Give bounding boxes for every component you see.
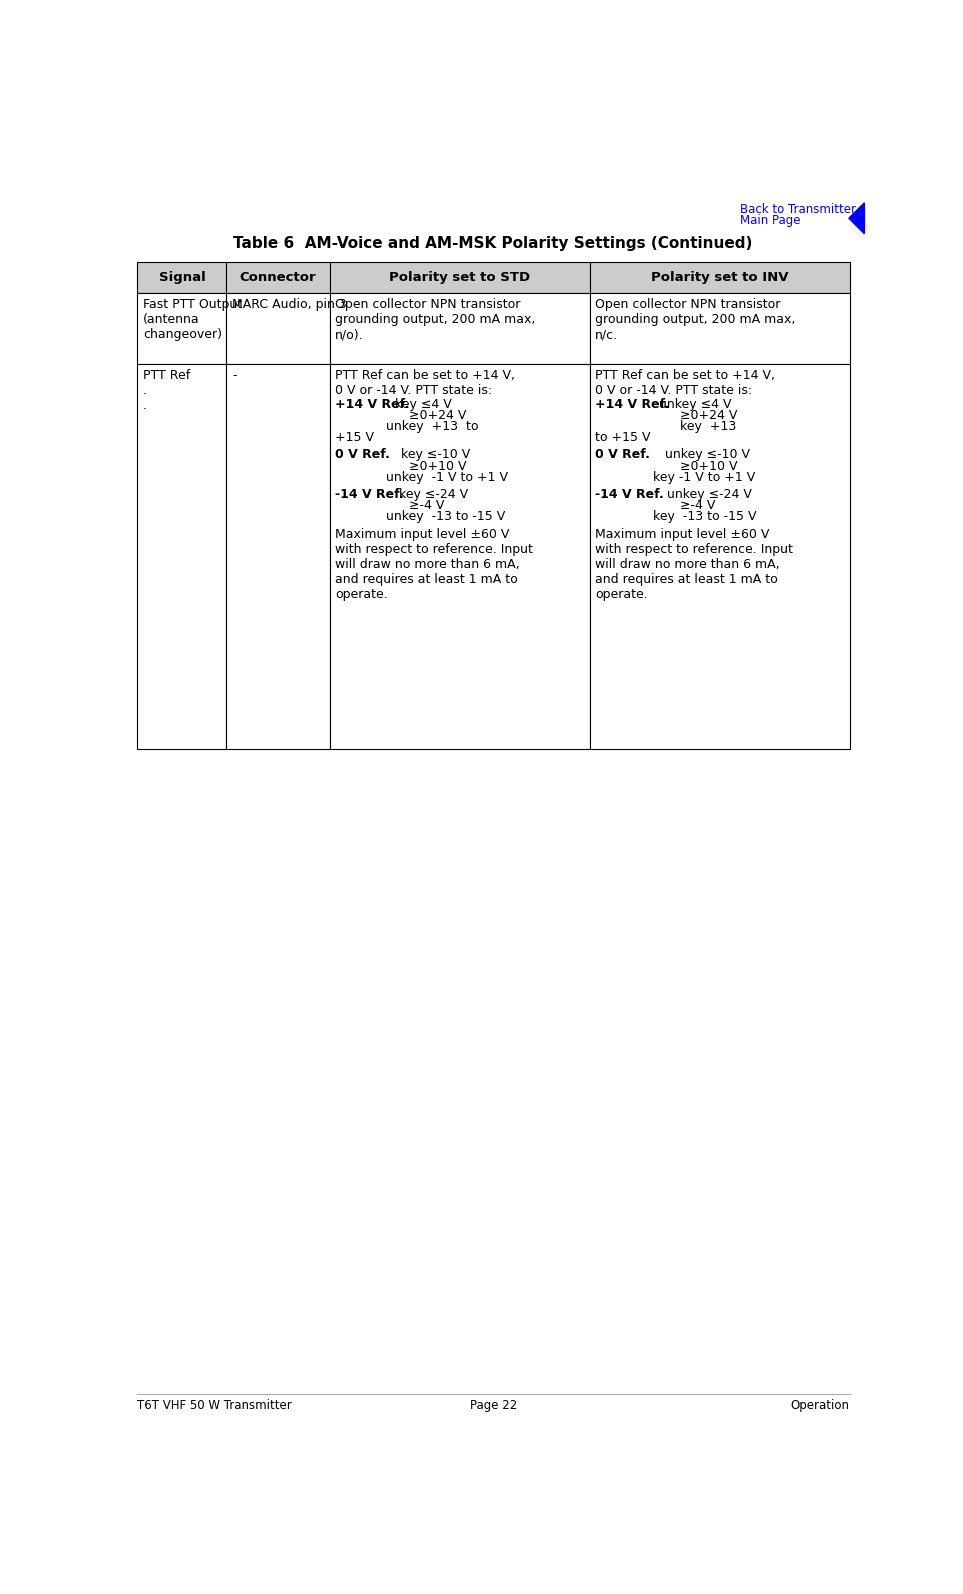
Text: ≥0+24 V: ≥0+24 V bbox=[408, 408, 466, 422]
Text: +15 V: +15 V bbox=[335, 430, 375, 445]
Text: unkey  -13 to -15 V: unkey -13 to -15 V bbox=[385, 510, 505, 523]
Bar bbox=[589, 363, 849, 749]
Text: -14 V Ref.: -14 V Ref. bbox=[335, 488, 403, 501]
Bar bbox=[226, 261, 329, 293]
Text: Signal: Signal bbox=[159, 271, 205, 284]
Text: ≥0+10 V: ≥0+10 V bbox=[681, 459, 738, 473]
Text: Back to Transmitter: Back to Transmitter bbox=[741, 202, 856, 215]
Text: Operation: Operation bbox=[791, 1398, 849, 1412]
Bar bbox=[329, 293, 589, 363]
Bar bbox=[329, 261, 589, 293]
Text: -: - bbox=[232, 370, 236, 383]
Text: ≥-4 V: ≥-4 V bbox=[681, 499, 716, 512]
Text: unkey  -1 V to +1 V: unkey -1 V to +1 V bbox=[385, 470, 508, 485]
Text: to +15 V: to +15 V bbox=[595, 430, 651, 445]
Text: key -1 V to +1 V: key -1 V to +1 V bbox=[653, 470, 756, 485]
Text: Fast PTT Output
(antenna
changeover): Fast PTT Output (antenna changeover) bbox=[143, 298, 242, 341]
Text: ≥0+24 V: ≥0+24 V bbox=[681, 408, 738, 422]
Text: Page 22: Page 22 bbox=[470, 1398, 517, 1412]
Bar bbox=[138, 293, 226, 363]
Text: 0 V Ref.: 0 V Ref. bbox=[595, 448, 650, 461]
Text: PTT Ref can be set to +14 V,
0 V or -14 V. PTT state is:: PTT Ref can be set to +14 V, 0 V or -14 … bbox=[335, 370, 515, 397]
Text: PTT Ref
.
.: PTT Ref . . bbox=[143, 370, 190, 413]
Text: Open collector NPN transistor
grounding output, 200 mA max,
n/c.: Open collector NPN transistor grounding … bbox=[595, 298, 795, 341]
Text: key ≤4 V: key ≤4 V bbox=[382, 397, 452, 411]
Bar bbox=[226, 363, 329, 749]
Text: ≥-4 V: ≥-4 V bbox=[408, 499, 444, 512]
Bar bbox=[589, 293, 849, 363]
Text: Maximum input level ±60 V
with respect to reference. Input
will draw no more tha: Maximum input level ±60 V with respect t… bbox=[595, 528, 793, 601]
Text: key ≤-10 V: key ≤-10 V bbox=[373, 448, 470, 461]
Text: -14 V Ref.: -14 V Ref. bbox=[595, 488, 664, 501]
Text: unkey  +13  to: unkey +13 to bbox=[385, 419, 478, 434]
Bar bbox=[226, 293, 329, 363]
Text: Connector: Connector bbox=[240, 271, 317, 284]
Bar bbox=[138, 261, 226, 293]
Text: unkey ≤4 V: unkey ≤4 V bbox=[642, 397, 731, 411]
Text: PTT Ref can be set to +14 V,
0 V or -14 V. PTT state is:: PTT Ref can be set to +14 V, 0 V or -14 … bbox=[595, 370, 775, 397]
Text: Maximum input level ±60 V
with respect to reference. Input
will draw no more tha: Maximum input level ±60 V with respect t… bbox=[335, 528, 534, 601]
Text: +14 V Ref.: +14 V Ref. bbox=[335, 397, 409, 411]
Text: Open collector NPN transistor
grounding output, 200 mA max,
n/o).: Open collector NPN transistor grounding … bbox=[335, 298, 535, 341]
Text: 0 V Ref.: 0 V Ref. bbox=[335, 448, 390, 461]
Text: key  -13 to -15 V: key -13 to -15 V bbox=[653, 510, 757, 523]
Text: Polarity set to INV: Polarity set to INV bbox=[651, 271, 789, 284]
Text: ≥0+10 V: ≥0+10 V bbox=[408, 459, 466, 473]
Text: key ≤-24 V: key ≤-24 V bbox=[382, 488, 468, 501]
Bar bbox=[138, 363, 226, 749]
Text: key  +13: key +13 bbox=[681, 419, 737, 434]
Polygon shape bbox=[848, 202, 865, 234]
Text: +14 V Ref.: +14 V Ref. bbox=[595, 397, 669, 411]
Text: unkey ≤-10 V: unkey ≤-10 V bbox=[633, 448, 750, 461]
Text: Main Page: Main Page bbox=[741, 214, 801, 228]
Text: Polarity set to STD: Polarity set to STD bbox=[389, 271, 531, 284]
Text: unkey ≤-24 V: unkey ≤-24 V bbox=[642, 488, 751, 501]
Text: T6T VHF 50 W Transmitter: T6T VHF 50 W Transmitter bbox=[138, 1398, 292, 1412]
Text: Table 6  AM-Voice and AM-MSK Polarity Settings (Continued): Table 6 AM-Voice and AM-MSK Polarity Set… bbox=[233, 236, 753, 252]
Bar bbox=[329, 363, 589, 749]
Bar bbox=[589, 261, 849, 293]
Text: MARC Audio, pin 3: MARC Audio, pin 3 bbox=[232, 298, 347, 311]
